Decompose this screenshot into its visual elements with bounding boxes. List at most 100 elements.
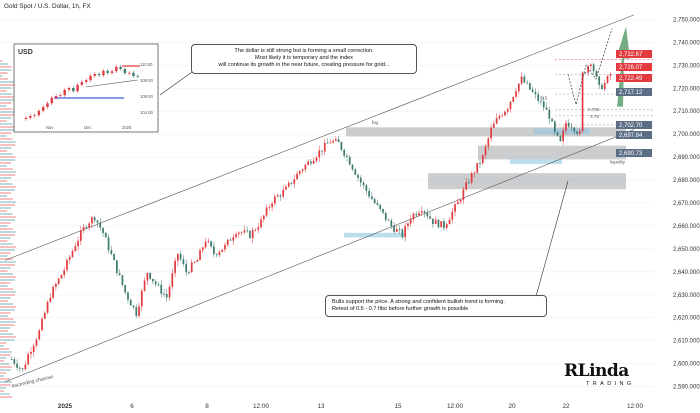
candle-body (276, 195, 279, 197)
price-label-tag (616, 88, 652, 96)
volume-profile-bar (0, 234, 16, 236)
volume-profile-bar (0, 213, 13, 215)
inset-x-label: Dec (84, 125, 91, 130)
volume-profile-bar (0, 132, 12, 134)
candle-body (190, 262, 193, 273)
volume-profile-bar (0, 129, 16, 131)
inset-y-label: 110.00 (140, 62, 153, 67)
candle-body (102, 227, 104, 234)
candle-body (251, 230, 254, 239)
inset-candle-body (123, 69, 127, 74)
candle-body (445, 224, 448, 228)
inset-candle-body (37, 110, 41, 116)
candle-body (487, 138, 490, 147)
volume-profile-bar (0, 72, 8, 74)
volume-profile-bar (0, 366, 12, 368)
candle-body (393, 225, 395, 232)
candle-body (118, 273, 121, 276)
candle-body (66, 259, 68, 271)
candle-body (407, 223, 409, 227)
candle-body (132, 305, 135, 308)
price-label-tag (616, 131, 652, 139)
candle-body (93, 217, 96, 221)
volume-profile-bar (0, 360, 5, 362)
candle-body (384, 212, 387, 220)
candle-body (74, 246, 77, 251)
candle-body (179, 253, 182, 260)
volume-profile-bar (0, 246, 16, 248)
volume-profile-bar (0, 279, 15, 281)
candle-body (382, 208, 384, 213)
candle-body (340, 142, 343, 150)
candle-body (301, 169, 304, 172)
candle-body (343, 149, 346, 156)
candle-body (346, 155, 348, 157)
inset-candle-body (59, 95, 62, 96)
candle-body (77, 240, 79, 247)
candle-body (107, 237, 110, 251)
volume-profile-bar (0, 192, 11, 194)
y-tick-label: 2,630.000 (673, 293, 700, 299)
volume-profile-bar (0, 324, 15, 326)
candle-body (473, 172, 476, 174)
candle-body (495, 118, 498, 124)
candle-body (116, 260, 118, 274)
candle-body (63, 270, 66, 275)
candle-body (484, 146, 487, 156)
channel-lower-line (4, 129, 635, 383)
candle-body (271, 203, 273, 208)
candle-body (196, 260, 199, 262)
candle-body (124, 285, 127, 293)
candle-body (229, 239, 232, 241)
volume-profile-bar (0, 93, 13, 95)
volume-profile-bar (0, 99, 16, 101)
volume-profile-bar (0, 381, 12, 383)
price-label-tag (616, 74, 652, 82)
volume-profile-bar (0, 312, 11, 314)
volume-profile-bar (0, 222, 11, 224)
candle-body (512, 96, 515, 102)
price-label: 2,722.49 (619, 76, 643, 82)
candle-body (526, 82, 528, 84)
candle-body (185, 263, 188, 273)
candle-body (506, 109, 509, 112)
candle-body (534, 91, 537, 95)
inset-y-label: 106.00 (140, 94, 153, 99)
volume-profile-bar (0, 231, 16, 233)
candle-body (99, 222, 102, 228)
candle-body (556, 132, 559, 136)
candle-body (43, 312, 46, 319)
volume-profile-bar (0, 282, 11, 284)
fib-label: 0.5 (541, 95, 548, 100)
candle-body (88, 223, 91, 228)
candle-body (409, 219, 412, 224)
y-tick-label: 2,610.000 (673, 339, 700, 345)
candle-body (587, 66, 589, 73)
candle-body (548, 109, 551, 119)
price-label: 2,726.07 (619, 65, 643, 71)
candle-body (559, 135, 562, 142)
volume-profile-bar (0, 195, 8, 197)
candle-body (440, 221, 443, 228)
volume-profile-bar (0, 150, 7, 152)
x-tick-label: 15 (394, 403, 402, 410)
inset-candle-body (33, 115, 36, 116)
volume-profile-bar (0, 141, 16, 143)
candle-body (609, 74, 612, 77)
candle-body (55, 283, 57, 287)
volume-profile-bar (0, 351, 12, 353)
volume-profile-bar (0, 114, 16, 116)
volume-profile-bar (0, 357, 7, 359)
volume-profile-bar (0, 117, 12, 119)
fib-label: 0.705 (588, 107, 600, 112)
candle-body (237, 232, 240, 234)
volume-profile-bar (0, 333, 14, 335)
candle-body (576, 131, 578, 134)
candle-body (321, 150, 323, 152)
inset-candle-body (106, 70, 109, 73)
support-level-high (534, 128, 590, 135)
volume-profile-bar (0, 321, 16, 323)
candle-body (262, 215, 265, 220)
inset-candle-body (128, 72, 131, 74)
